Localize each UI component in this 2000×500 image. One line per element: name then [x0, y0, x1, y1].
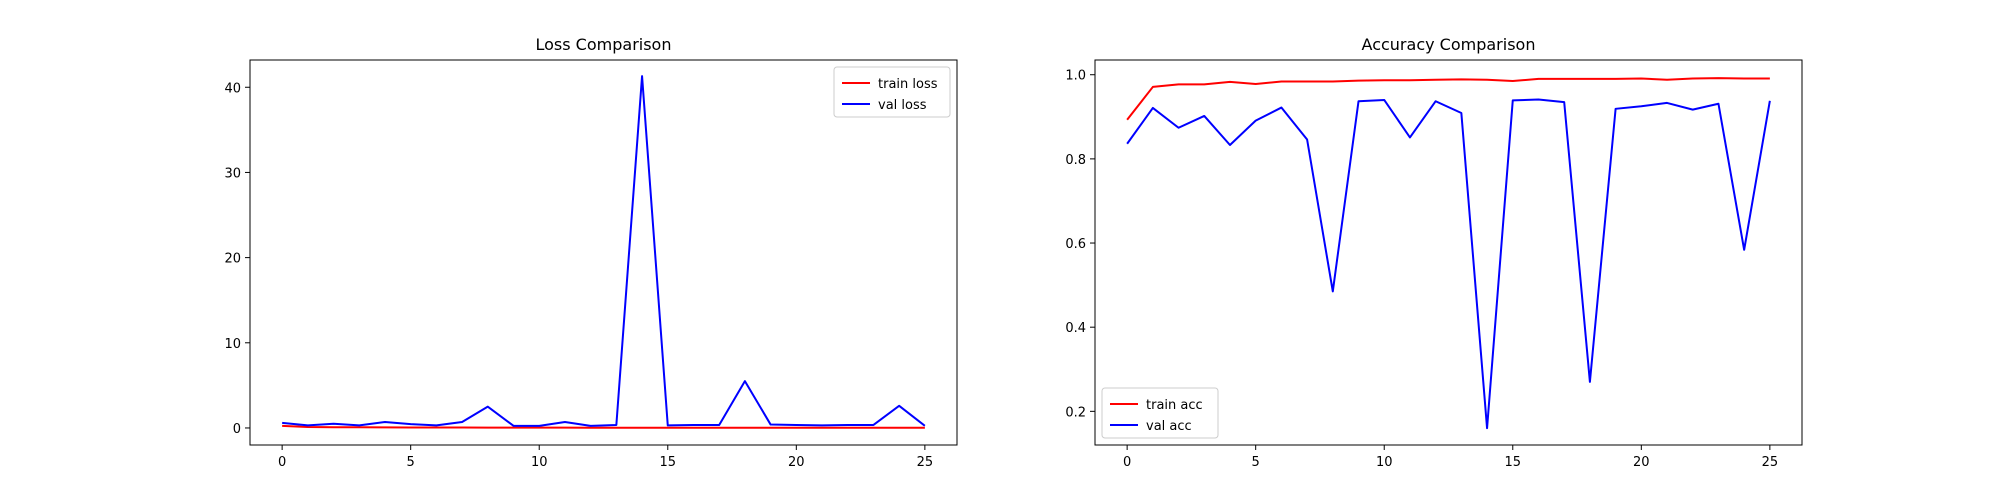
val-acc-line: [1126, 98, 1771, 430]
x-tick-label: 15: [659, 455, 676, 470]
x-tick-label: 5: [1252, 455, 1260, 470]
y-tick-label: 10: [224, 337, 241, 352]
chart-title: Accuracy Comparison: [1362, 35, 1536, 54]
y-tick-label: 0: [233, 422, 241, 437]
legend-label: train loss: [878, 77, 938, 92]
y-tick-label: 0.4: [1065, 321, 1086, 336]
legend: train acc val acc: [1101, 387, 1219, 439]
chart-1: Accuracy Comparison 0 5 10 15 20 25 0.2 0.4 0.6 0.…: [1065, 35, 1803, 470]
train-loss-line: [282, 424, 925, 429]
x-tick-label: 10: [531, 455, 548, 470]
y-tick-label: 0.8: [1065, 153, 1086, 168]
x-tick-label: 0: [1123, 455, 1131, 470]
y-tick-label: 0.6: [1065, 237, 1086, 252]
x-tick-label: 5: [407, 455, 415, 470]
chart-0: Loss Comparison 0 5 10 15 20 25 0 10 20 30 40 train …: [224, 35, 958, 470]
plot-frame: [1094, 59, 1803, 446]
y-tick-label: 40: [224, 81, 241, 96]
y-tick-label: 20: [224, 252, 241, 267]
train-acc-line: [1126, 77, 1770, 121]
x-tick-label: 20: [1633, 455, 1650, 470]
val-loss-line: [282, 75, 926, 427]
legend-label: val acc: [1146, 419, 1192, 434]
x-tick-label: 10: [1376, 455, 1393, 470]
x-tick-label: 25: [1762, 455, 1779, 470]
x-tick-label: 20: [788, 455, 805, 470]
y-tick-label: 1.0: [1065, 69, 1086, 84]
x-tick-label: 15: [1504, 455, 1521, 470]
chart-title: Loss Comparison: [536, 35, 672, 54]
legend: train loss val loss: [833, 66, 951, 118]
y-tick-label: 0.2: [1065, 405, 1086, 420]
x-tick-label: 0: [278, 455, 286, 470]
plot-frame: [249, 59, 958, 446]
y-tick-label: 30: [224, 166, 241, 181]
legend-label: val loss: [878, 98, 927, 113]
x-tick-label: 25: [917, 455, 934, 470]
legend-label: train acc: [1146, 398, 1203, 413]
